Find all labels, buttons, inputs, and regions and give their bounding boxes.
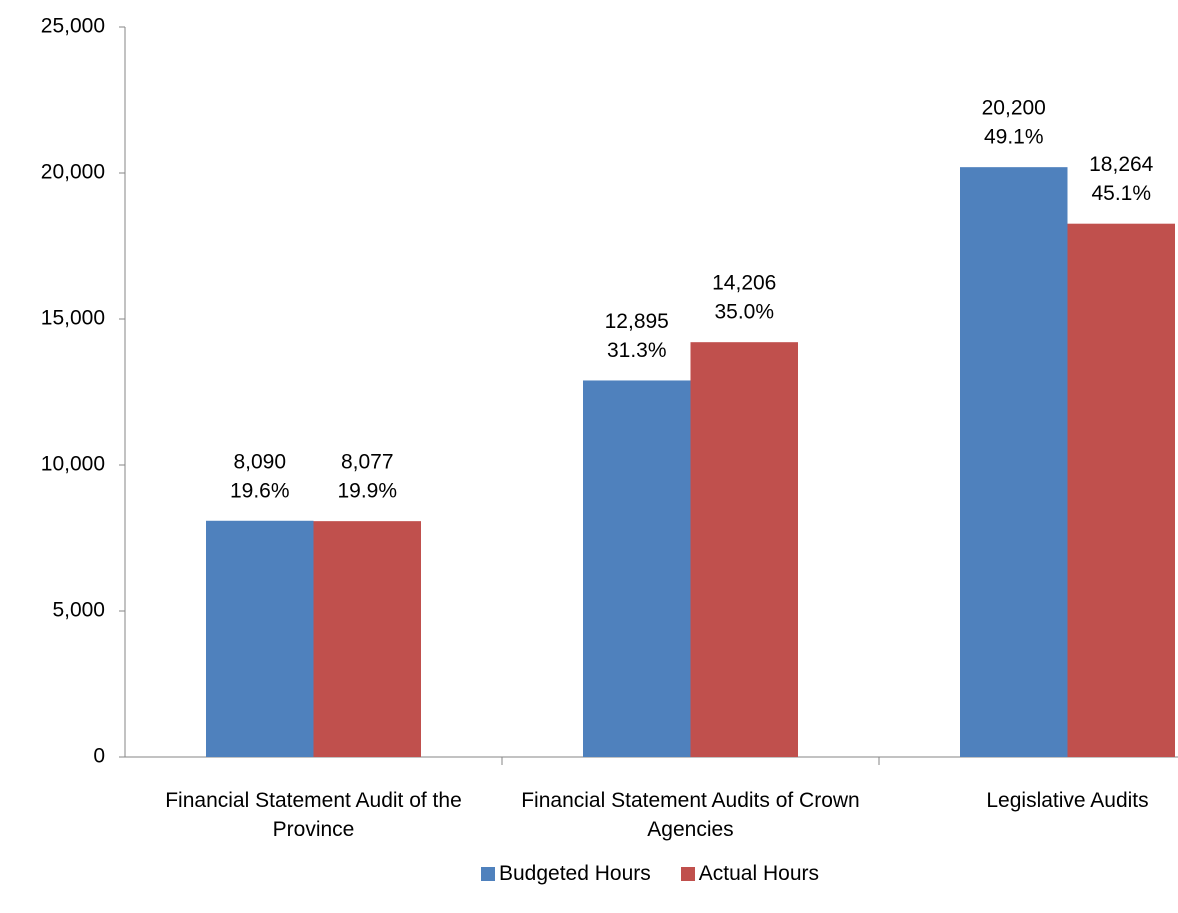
bar: [313, 521, 421, 757]
x-tick-label: Financial Statement Audit of the Provinc…: [165, 789, 462, 841]
percent-label: 49.1%: [984, 126, 1044, 149]
value-label: 12,895: [605, 310, 669, 333]
value-label: 18,264: [1089, 153, 1154, 176]
value-label: 14,206: [712, 272, 776, 295]
value-label: 8,077: [341, 451, 394, 474]
legend-label: Budgeted Hours: [499, 862, 651, 885]
y-tick-label: 25,000: [41, 15, 105, 38]
percent-label: 31.3%: [607, 339, 667, 362]
y-tick-label: 15,000: [41, 307, 105, 330]
value-label: 20,200: [982, 97, 1046, 120]
legend-item: Budgeted Hours: [481, 862, 651, 886]
percent-label: 19.9%: [337, 480, 397, 503]
legend: Budgeted Hours Actual Hours: [0, 862, 1178, 886]
value-label: 8,090: [233, 450, 286, 473]
percent-label: 19.6%: [230, 479, 290, 502]
y-tick-label: 5,000: [52, 599, 105, 622]
bar: [583, 380, 691, 757]
bar: [690, 342, 798, 757]
bar: [206, 520, 314, 757]
bar: [960, 167, 1068, 757]
legend-label: Actual Hours: [698, 862, 819, 885]
legend-item: Actual Hours: [680, 862, 819, 886]
y-tick-label: 0: [93, 745, 105, 768]
x-tick-label: Legislative Audits: [986, 789, 1149, 812]
percent-label: 35.0%: [714, 301, 774, 324]
x-tick-label: Financial Statement Audits of Crown Agen…: [521, 789, 860, 841]
legend-swatch: [481, 867, 495, 881]
legend-swatch: [680, 867, 695, 881]
y-tick-label: 20,000: [41, 161, 105, 184]
bar: [1067, 223, 1175, 758]
percent-label: 45.1%: [1091, 182, 1151, 205]
y-tick-label: 10,000: [41, 453, 105, 476]
